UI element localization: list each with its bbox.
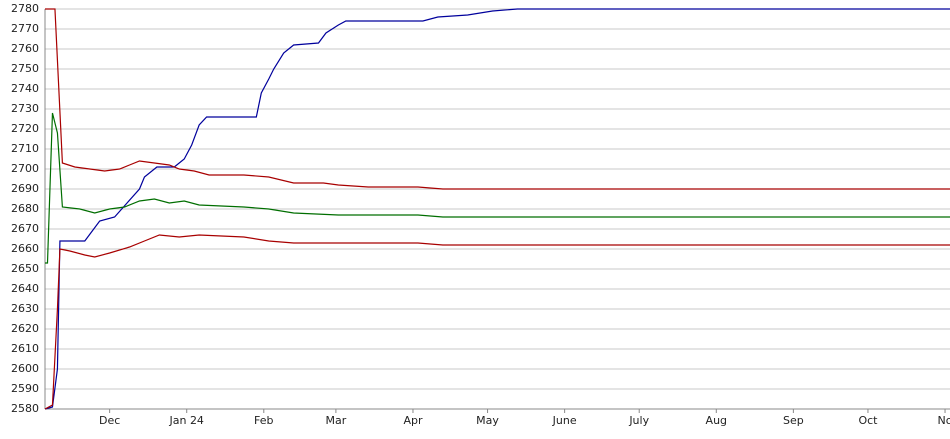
- x-tick-label: Mar: [326, 414, 347, 427]
- y-tick-label: 2700: [11, 162, 39, 175]
- x-tick-label: Sep: [783, 414, 804, 427]
- x-tick-label: Jan 24: [168, 414, 203, 427]
- y-tick-label: 2650: [11, 262, 39, 275]
- x-tick-label: Oct: [858, 414, 878, 427]
- x-tick-label: May: [476, 414, 499, 427]
- y-tick-label: 2780: [11, 2, 39, 15]
- x-tick-label: June: [552, 414, 577, 427]
- x-tick-label: No: [938, 414, 950, 427]
- y-tick-label: 2720: [11, 122, 39, 135]
- y-tick-label: 2610: [11, 342, 39, 355]
- y-tick-label: 2750: [11, 62, 39, 75]
- y-tick-label: 2740: [11, 82, 39, 95]
- y-tick-label: 2710: [11, 142, 39, 155]
- y-tick-label: 2620: [11, 322, 39, 335]
- y-tick-label: 2600: [11, 362, 39, 375]
- y-tick-label: 2640: [11, 282, 39, 295]
- series-line: [45, 8, 950, 190]
- y-tick-label: 2730: [11, 102, 39, 115]
- x-tick-label: Apr: [403, 414, 423, 427]
- y-tick-label: 2670: [11, 222, 39, 235]
- y-tick-label: 2770: [11, 22, 39, 35]
- x-tick-label: July: [628, 414, 649, 427]
- y-tick-label: 2630: [11, 302, 39, 315]
- x-tick-label: Aug: [706, 414, 727, 427]
- y-tick-label: 2760: [11, 42, 39, 55]
- y-tick-label: 2680: [11, 202, 39, 215]
- series-line: [44, 8, 950, 410]
- y-tick-label: 2590: [11, 382, 39, 395]
- series-line: [44, 234, 950, 410]
- x-tick-label: Feb: [254, 414, 273, 427]
- y-tick-label: 2580: [11, 402, 39, 415]
- y-tick-label: 2660: [11, 242, 39, 255]
- series-line: [45, 112, 950, 264]
- y-tick-label: 2690: [11, 182, 39, 195]
- x-tick-label: Dec: [99, 414, 120, 427]
